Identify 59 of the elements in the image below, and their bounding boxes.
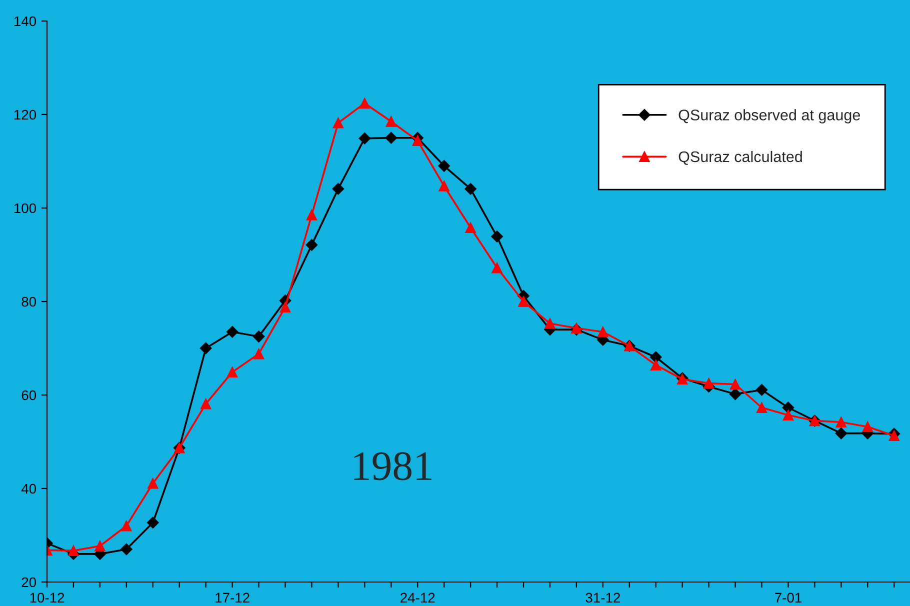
- point: [252, 330, 265, 342]
- y-tick-label: 100: [14, 203, 36, 214]
- point: [492, 262, 502, 274]
- point: [730, 378, 741, 390]
- point: [888, 430, 900, 442]
- point: [332, 118, 344, 128]
- point: [200, 342, 212, 354]
- y-tick-label: 20: [22, 577, 36, 588]
- point: [835, 427, 848, 440]
- point: [226, 326, 238, 338]
- point: [412, 135, 423, 146]
- point: [253, 348, 264, 360]
- point: [386, 116, 397, 127]
- y-tick-label: 120: [14, 110, 36, 120]
- point: [650, 360, 662, 370]
- x-tick-label: 31-12: [586, 592, 620, 603]
- point: [121, 520, 132, 532]
- point: [68, 545, 79, 556]
- point: [306, 239, 318, 251]
- point: [491, 230, 503, 242]
- point: [148, 478, 158, 489]
- point: [650, 351, 662, 364]
- x-tick-label: 17-12: [216, 592, 250, 602]
- point: [385, 132, 398, 144]
- y-tick-label: 60: [22, 390, 36, 400]
- point: [782, 410, 794, 420]
- y-tick-label: 40: [21, 484, 36, 494]
- point: [464, 182, 476, 195]
- point: [836, 416, 847, 428]
- legend-label: QSuraz observed at gauge: [678, 109, 860, 124]
- point: [782, 402, 794, 414]
- point: [598, 326, 608, 338]
- x-tick-label: 10-12: [30, 592, 64, 603]
- point: [518, 296, 529, 307]
- point: [306, 210, 318, 220]
- x-tick-label: 24-12: [400, 592, 435, 602]
- point: [756, 402, 768, 414]
- point: [146, 516, 159, 529]
- point: [359, 98, 370, 109]
- point: [438, 160, 450, 172]
- point: [544, 318, 556, 329]
- y-tick-label: 140: [14, 16, 36, 26]
- point: [465, 222, 476, 234]
- point: [200, 398, 212, 410]
- y-tick-label: 80: [22, 296, 36, 307]
- point: [280, 302, 291, 312]
- point: [756, 384, 768, 396]
- point: [94, 540, 106, 552]
- point: [862, 421, 874, 432]
- point: [226, 366, 238, 378]
- point: [703, 378, 714, 389]
- annotation: 1981: [354, 452, 432, 480]
- point: [332, 182, 344, 195]
- point: [438, 180, 450, 192]
- point: [358, 132, 371, 144]
- legend-label: QSuraz calculated: [678, 150, 802, 165]
- x-tick-label: 7-01: [775, 592, 802, 603]
- point: [729, 388, 742, 400]
- point: [120, 543, 132, 556]
